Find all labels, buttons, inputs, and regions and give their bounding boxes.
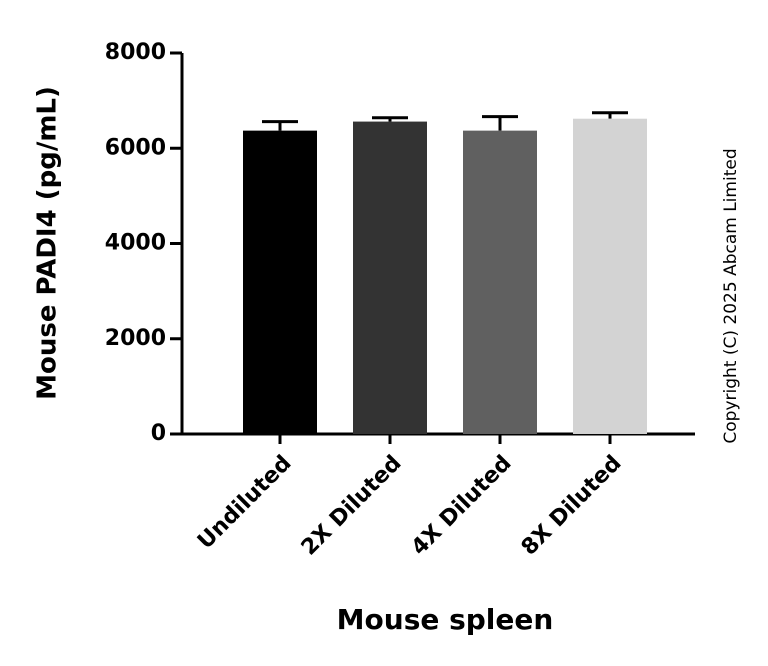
y-tick-label: 6000 — [105, 135, 166, 160]
y-tick-label: 0 — [151, 421, 166, 446]
copyright: Copyright (C) 2025 Abcam Limited — [721, 148, 741, 443]
bar — [353, 121, 427, 434]
x-tick-label: Undiluted — [193, 451, 296, 554]
x-axis-title: Mouse spleen — [337, 603, 554, 636]
y-tick-label: 2000 — [105, 326, 166, 351]
y-tick-label: 8000 — [105, 40, 166, 65]
bar — [573, 118, 647, 434]
y-tick-label: 4000 — [105, 231, 166, 256]
x-tick-label: 8X Diluted — [517, 451, 627, 561]
x-tick-label: 4X Diluted — [407, 451, 517, 561]
bar — [463, 130, 537, 434]
x-tick-label: 2X Diluted — [297, 451, 407, 561]
y-axis-title: Mouse PADI4 (pg/mL) — [33, 86, 63, 400]
bar — [243, 130, 317, 434]
